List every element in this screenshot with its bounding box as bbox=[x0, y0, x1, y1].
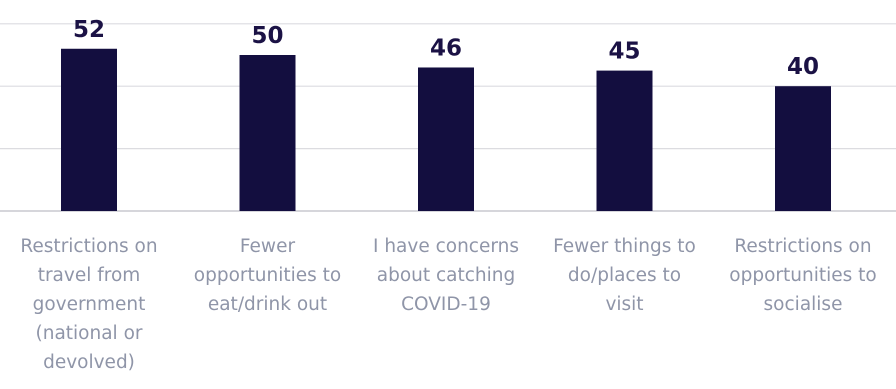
category-label-line: opportunities to bbox=[729, 265, 876, 286]
bar bbox=[418, 67, 474, 211]
data-label: 50 bbox=[251, 23, 283, 49]
category-label-line: socialise bbox=[764, 294, 843, 315]
category-label-line: travel from bbox=[38, 265, 141, 286]
data-label: 52 bbox=[73, 17, 105, 43]
category-label-line: devolved) bbox=[43, 352, 135, 373]
category-label-line: Restrictions on bbox=[734, 236, 871, 257]
category-label-line: eat/drink out bbox=[208, 294, 327, 315]
category-label: Fewer things to do/places to visit bbox=[553, 236, 696, 315]
bar bbox=[239, 55, 296, 211]
category-label: I have concerns about catching COVID-19 bbox=[373, 236, 519, 315]
category-label-line: I have concerns bbox=[373, 236, 519, 257]
category-label-line: opportunities to bbox=[194, 265, 341, 286]
bars bbox=[61, 48, 831, 212]
category-label-line: about catching bbox=[377, 265, 516, 286]
category-label-line: Fewer bbox=[240, 236, 296, 257]
category-label-line: (national or bbox=[36, 323, 143, 344]
bar bbox=[596, 70, 653, 211]
category-label-line: do/places to bbox=[568, 265, 681, 286]
category-label: Fewer opportunities to eat/drink out bbox=[194, 236, 341, 315]
data-label: 40 bbox=[787, 54, 819, 80]
category-label-line: government bbox=[33, 294, 146, 315]
category-label: Restrictions on opportunities to socialise bbox=[729, 236, 876, 315]
data-label: 45 bbox=[608, 39, 640, 65]
category-label-line: visit bbox=[605, 294, 643, 315]
bar bbox=[61, 48, 117, 212]
data-labels: 52 50 46 45 40 bbox=[73, 17, 819, 80]
category-label-line: COVID-19 bbox=[401, 294, 491, 315]
bar bbox=[775, 86, 831, 211]
data-label: 46 bbox=[430, 35, 462, 61]
category-label-line: Fewer things to bbox=[553, 236, 696, 257]
category-labels: Restrictions on travel from government (nat… bbox=[20, 236, 876, 373]
category-label: Restrictions on travel from government (nat… bbox=[20, 236, 157, 373]
category-label-line: Restrictions on bbox=[20, 236, 157, 257]
